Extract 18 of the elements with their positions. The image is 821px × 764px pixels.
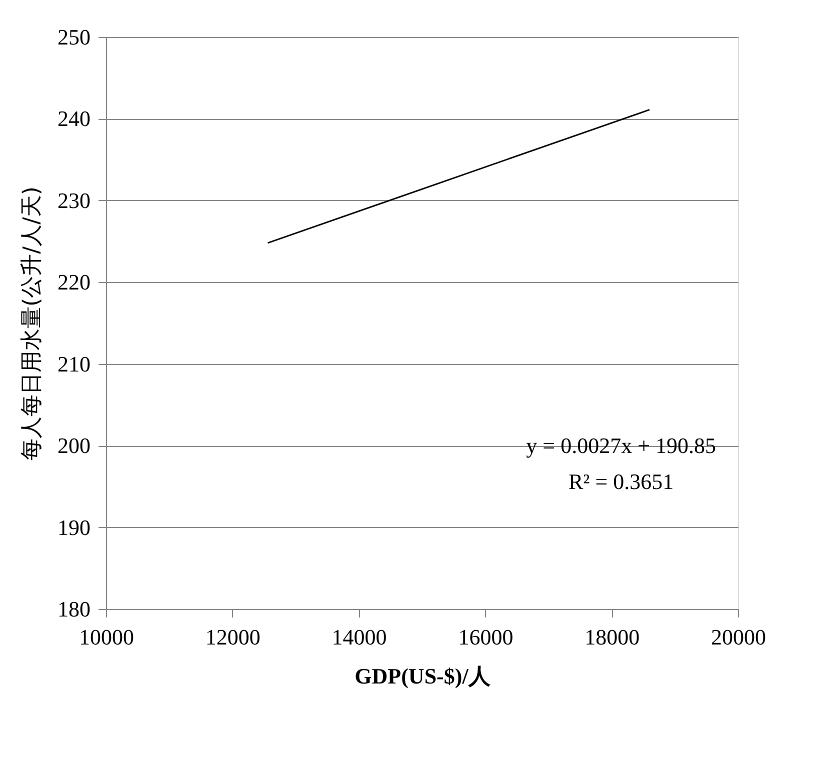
y-tick-label: 220 (58, 270, 90, 295)
x-tick-label: 18000 (584, 624, 640, 650)
x-tick-label: 12000 (205, 624, 260, 650)
y-tick-label: 250 (58, 24, 90, 50)
y-tick-label: 230 (58, 188, 90, 213)
y-tick-label: 210 (58, 351, 90, 376)
x-tick-label: 10000 (79, 624, 134, 650)
y-axis-title: 每人每日用水量(公升/人/天) (20, 186, 44, 460)
annotation: R² = 0.3651 (568, 468, 674, 494)
y-tick-label: 240 (58, 106, 90, 132)
x-tick-label: 20000 (711, 624, 766, 650)
x-axis-title: GDP(US-$)/人 (354, 664, 492, 688)
x-tick-label: 16000 (458, 624, 514, 650)
y-tick-label: 190 (58, 514, 90, 540)
annotation: y = 0.0027x + 190.85 (526, 432, 716, 458)
x-tick-label: 14000 (332, 624, 387, 650)
y-tick-label: 180 (58, 596, 90, 622)
y-tick-label: 200 (58, 433, 90, 458)
